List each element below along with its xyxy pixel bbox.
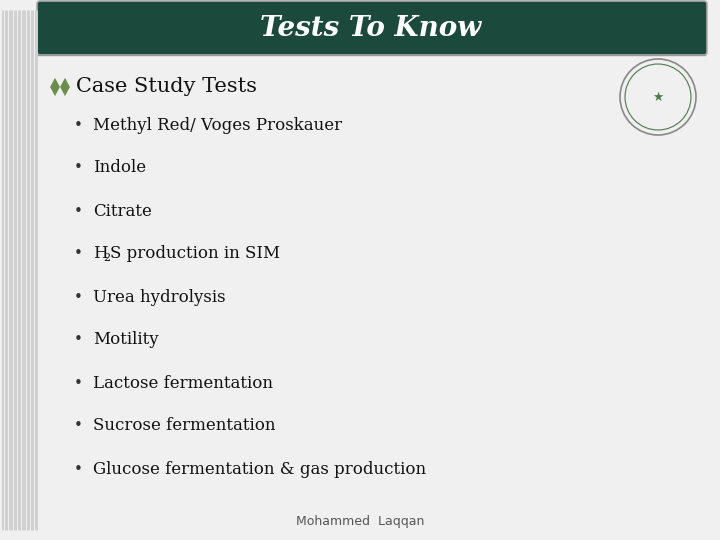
Text: •: • <box>73 204 82 219</box>
Text: Citrate: Citrate <box>93 202 152 219</box>
Text: •: • <box>73 333 82 348</box>
Polygon shape <box>60 78 70 96</box>
Text: S production in SIM: S production in SIM <box>110 246 280 262</box>
Text: Sucrose fermentation: Sucrose fermentation <box>93 417 276 435</box>
Polygon shape <box>50 78 60 96</box>
Text: •: • <box>73 375 82 390</box>
Text: Glucose fermentation & gas production: Glucose fermentation & gas production <box>93 461 426 477</box>
Text: Indole: Indole <box>93 159 146 177</box>
Text: Tests To Know: Tests To Know <box>261 15 482 42</box>
Text: •: • <box>73 246 82 261</box>
Text: Motility: Motility <box>93 332 158 348</box>
Text: H: H <box>93 246 107 262</box>
FancyBboxPatch shape <box>37 1 707 55</box>
Text: Methyl Red/ Voges Proskauer: Methyl Red/ Voges Proskauer <box>93 117 342 133</box>
Text: •: • <box>73 462 82 476</box>
Text: •: • <box>73 118 82 132</box>
Text: Mohammed  Laqqan: Mohammed Laqqan <box>296 516 424 529</box>
Text: 2: 2 <box>103 253 110 263</box>
Text: •: • <box>73 418 82 434</box>
Text: •: • <box>73 289 82 305</box>
Text: Lactose fermentation: Lactose fermentation <box>93 375 273 392</box>
Text: ★: ★ <box>652 91 664 104</box>
Text: •: • <box>73 160 82 176</box>
Text: Urea hydrolysis: Urea hydrolysis <box>93 288 225 306</box>
Text: Case Study Tests: Case Study Tests <box>76 78 257 97</box>
